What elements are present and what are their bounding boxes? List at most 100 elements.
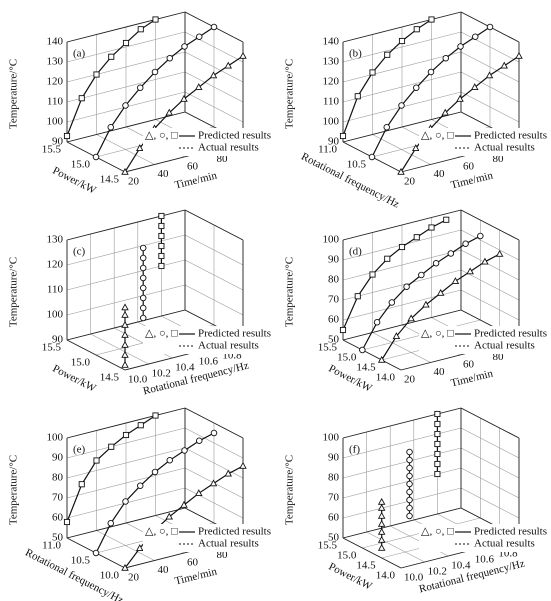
z-tick-label: 100 — [323, 116, 340, 128]
grid-line — [184, 284, 244, 316]
legend-bg — [143, 326, 271, 354]
panel-label: (a) — [73, 48, 86, 60]
point — [481, 257, 489, 265]
z-tick-label: 130 — [47, 56, 64, 68]
grid-line — [342, 31, 462, 63]
z-tick-label: 100 — [323, 432, 340, 444]
point — [406, 448, 413, 456]
axis-edge — [342, 507, 462, 539]
point — [166, 55, 173, 62]
point — [158, 242, 165, 250]
point — [500, 61, 509, 69]
legend-markers: △, ○, □ — [145, 526, 178, 538]
point — [443, 216, 450, 223]
point — [359, 346, 366, 354]
grid-line — [460, 467, 520, 499]
y-tick-label: 80 — [217, 549, 229, 561]
point — [373, 319, 381, 326]
point — [121, 563, 129, 571]
point — [239, 461, 247, 469]
grid-line — [66, 259, 186, 291]
point — [472, 33, 479, 41]
y-tick-label: 40 — [434, 168, 446, 180]
z-tick-label: 90 — [52, 136, 64, 148]
axis-edge — [460, 407, 520, 439]
z-tick-label: 100 — [323, 234, 340, 246]
point — [377, 543, 386, 551]
x-tick-label: 10.5 — [71, 555, 91, 567]
point — [121, 303, 129, 311]
legend-label: Actual results — [198, 142, 259, 154]
point — [108, 443, 115, 450]
point — [477, 232, 484, 240]
z-tick-label: 90 — [52, 334, 64, 346]
point — [384, 255, 391, 262]
point — [377, 355, 386, 363]
x-tick-label: 14.0 — [376, 372, 396, 384]
point — [122, 498, 129, 505]
x-tick-label: 15.0 — [71, 357, 91, 369]
point — [462, 240, 469, 247]
grid-line — [460, 91, 520, 123]
legend-label: Predicted results — [198, 328, 271, 340]
point — [406, 472, 413, 480]
x-tick-label: 10.0 — [100, 570, 120, 582]
point — [384, 51, 391, 58]
grid-line — [460, 487, 520, 519]
x-tick-label: 14.5 — [356, 560, 376, 572]
panel: 14.014.515.015.5204060801005060708090100… — [284, 209, 547, 395]
point — [515, 51, 523, 59]
legend-label: Actual results — [474, 142, 535, 154]
z-tick-label: 90 — [328, 136, 340, 148]
grid-line — [184, 71, 244, 103]
z-tick-label: 60 — [328, 314, 340, 326]
z-tick-label: 60 — [52, 512, 64, 524]
z-tick-label: 100 — [47, 116, 64, 128]
grid-line — [460, 249, 520, 281]
grid-line — [184, 447, 244, 479]
z-tick-label: 100 — [47, 432, 64, 444]
panel: 14.014.515.015.510.010.210.410.610.811.0… — [284, 407, 547, 595]
grid-line — [66, 71, 186, 103]
panel: 10.010.511.0204060801005060708090100(e)T… — [8, 407, 271, 601]
grid-line — [342, 249, 462, 281]
legend-label: Predicted results — [474, 130, 547, 142]
point — [210, 429, 218, 437]
point — [377, 519, 386, 527]
z-tick-label: 110 — [323, 96, 340, 108]
point — [151, 68, 159, 76]
point — [224, 61, 233, 69]
point — [122, 431, 130, 439]
grid-line — [460, 229, 520, 261]
point — [181, 43, 188, 50]
point — [180, 500, 188, 508]
point — [406, 504, 413, 512]
grid-line — [90, 333, 149, 365]
x-tick-label: 15.5 — [42, 342, 62, 354]
axis-edge — [460, 209, 520, 241]
x-tick-label: 15.5 — [318, 342, 338, 354]
legend-label: Predicted results — [474, 328, 547, 340]
grid-line — [66, 467, 186, 499]
y-tick-label: 10.0 — [128, 374, 148, 386]
point — [121, 350, 129, 358]
z-axis-label: Temperature/°C — [284, 257, 296, 327]
point — [413, 26, 420, 33]
legend-markers: △, ○, □ — [421, 526, 454, 538]
point — [107, 520, 114, 527]
point — [406, 512, 413, 520]
y-tick-label: 40 — [158, 564, 170, 576]
z-tick-label: 90 — [52, 452, 64, 464]
panel: 10.511.02040608010090100110120130140(b)T… — [284, 11, 547, 211]
point — [457, 43, 464, 50]
z-tick-label: 130 — [47, 234, 64, 246]
point — [165, 108, 174, 116]
x-tick-label: 15.0 — [71, 159, 91, 171]
z-tick-label: 50 — [52, 532, 64, 544]
y-tick-label: 10.6 — [199, 356, 219, 368]
point — [369, 271, 376, 278]
grid-line — [342, 51, 462, 83]
grid-line — [66, 284, 186, 316]
point — [406, 480, 413, 488]
point — [135, 544, 144, 551]
